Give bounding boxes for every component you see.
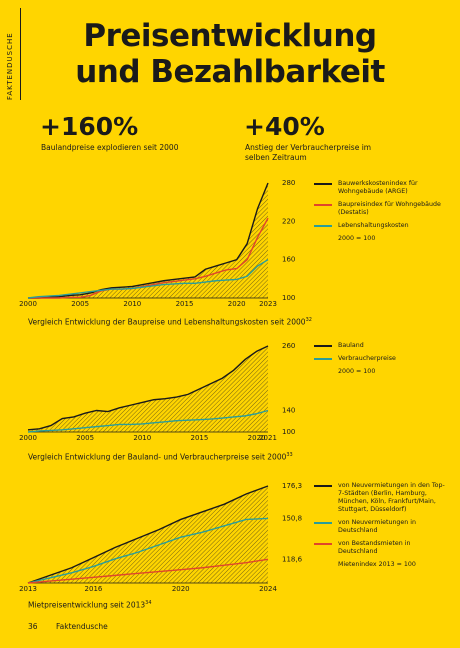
legend-swatch	[314, 183, 332, 185]
legend-item: von Bestandsmieten in Deutschland	[314, 540, 449, 556]
x-tick-label: 2013	[19, 585, 37, 593]
legend-label: von Neuvermietungen in Deutschland	[338, 519, 417, 534]
x-tick-label: 2000	[19, 300, 37, 308]
y-tick-label: 100	[282, 294, 295, 302]
legend-label: von Neuvermietungen in den Top-7-Städten…	[338, 482, 445, 513]
legend-swatch	[314, 345, 332, 347]
legend-label: Bauwerkskostenindex für Wohngebäude (ARG…	[338, 180, 418, 195]
x-tick-label: 2021	[259, 434, 277, 442]
y-tick-label: 220	[282, 217, 295, 225]
y-tick-label: 118,6	[282, 555, 303, 563]
legend-swatch	[314, 485, 332, 487]
side-rule	[20, 8, 21, 100]
legend-item: Verbraucherpreise	[314, 355, 449, 363]
series-line	[27, 409, 269, 433]
x-tick-label: 2023	[259, 300, 277, 308]
y-tick-label: 176,3	[282, 482, 302, 490]
y-tick-label: 150,8	[282, 514, 302, 522]
legend-swatch	[314, 522, 332, 524]
series-line	[28, 217, 269, 299]
stat-label: Anstieg der Verbraucherpreise im selben …	[245, 143, 372, 162]
y-tick-label: 260	[282, 342, 295, 350]
legend-note: Mietenindex 2013 = 100	[338, 561, 416, 568]
legend-label: Verbraucherpreise	[338, 355, 396, 362]
legend-item: Baupreisindex für Wohngebäude (Destatis)	[314, 201, 449, 217]
legend-swatch	[314, 358, 332, 360]
legend-item: Lebenshaltungskosten	[314, 222, 449, 230]
series-line	[27, 558, 269, 584]
series-line	[27, 345, 269, 431]
legend: von Neuvermietungen in den Top-7-Städten…	[314, 482, 449, 569]
caption-text: Vergleich Entwicklung der Bauland- und V…	[28, 452, 287, 462]
x-tick-label: 2015	[176, 300, 194, 308]
x-tick-label: 2020	[248, 434, 266, 442]
series-line	[27, 485, 269, 584]
footnote: 34	[145, 600, 152, 606]
y-tick-label: 160	[282, 256, 295, 264]
title: Preisentwicklung	[83, 18, 377, 54]
legend-swatch	[314, 543, 332, 545]
caption-text: Mietpreisentwicklung seit 2013	[28, 600, 146, 610]
x-tick-label: 2010	[123, 300, 141, 308]
x-tick-label: 2024	[259, 585, 277, 593]
footer-label: Faktendusche	[56, 622, 108, 631]
legend-label: Lebenshaltungskosten	[338, 222, 409, 229]
stat-value: +40%	[244, 112, 325, 141]
caption-text: Vergleich Entwicklung der Baupreise und …	[28, 317, 306, 327]
series-line	[27, 517, 269, 584]
stat-value: +160%	[40, 112, 139, 141]
x-tick-label: 2010	[133, 434, 151, 442]
legend: Bauwerkskostenindex für Wohngebäude (ARG…	[314, 180, 449, 243]
series-line	[28, 182, 269, 299]
title: und Bezahlbarkeit	[75, 54, 385, 90]
y-tick-label: 280	[282, 179, 295, 187]
legend-label: von Bestandsmieten in Deutschland	[338, 540, 411, 555]
y-tick-label: 100	[282, 428, 295, 436]
caption: Mietpreisentwicklung seit 201334	[28, 600, 152, 610]
y-tick-label: 140	[282, 407, 295, 415]
series-line	[27, 259, 269, 299]
legend-note: 2000 = 100	[338, 235, 376, 242]
x-tick-label: 2005	[76, 434, 94, 442]
x-tick-label: 2016	[85, 585, 103, 593]
legend-item: von Neuvermietungen in Deutschland	[314, 519, 449, 535]
legend-label: Bauland	[338, 342, 364, 349]
x-tick-label: 2000	[19, 434, 37, 442]
legend-item: von Neuvermietungen in den Top-7-Städten…	[314, 482, 449, 514]
legend-swatch	[314, 225, 332, 227]
x-tick-label: 2015	[191, 434, 209, 442]
area	[28, 183, 268, 298]
legend-swatch	[314, 204, 332, 206]
x-tick-label: 2005	[71, 300, 89, 308]
stat-label: Baulandpreise explodieren seit 2000	[41, 143, 179, 152]
caption: Vergleich Entwicklung der Bauland- und V…	[28, 452, 293, 462]
footnote: 33	[286, 452, 293, 458]
legend-note: 2000 = 100	[338, 368, 376, 375]
page-number: 36	[28, 622, 38, 631]
x-tick-label: 2020	[228, 300, 246, 308]
legend-item: Bauland	[314, 342, 449, 350]
legend-item: Bauwerkskostenindex für Wohngebäude (ARG…	[314, 180, 449, 196]
footnote: 32	[305, 317, 312, 323]
area	[28, 346, 268, 432]
legend-label: Baupreisindex für Wohngebäude (Destatis)	[338, 201, 441, 216]
caption: Vergleich Entwicklung der Baupreise und …	[28, 317, 312, 327]
x-tick-label: 2020	[172, 585, 190, 593]
legend: Bauland Verbraucherpreise 2000 = 100	[314, 342, 449, 376]
